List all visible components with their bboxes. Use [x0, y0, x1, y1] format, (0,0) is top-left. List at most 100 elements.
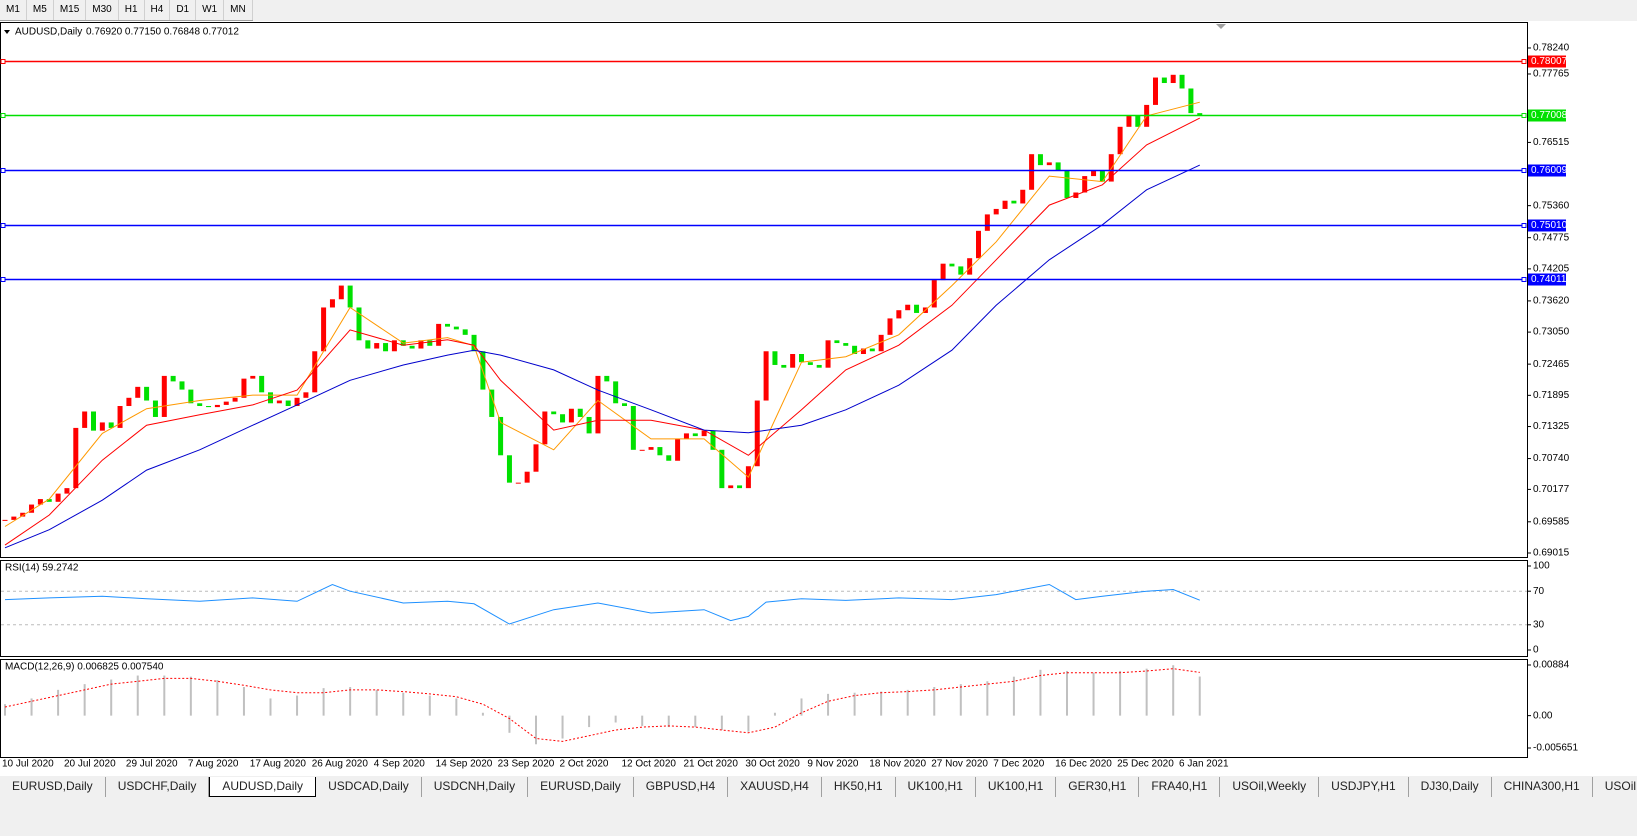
candle	[976, 230, 981, 259]
macd-bar	[508, 715, 511, 733]
level-handle	[1521, 113, 1527, 118]
candle	[896, 310, 902, 319]
candle	[807, 362, 813, 365]
chart-tab[interactable]: HK50,H1	[821, 777, 896, 797]
y-tick-label: 0.78240	[1533, 43, 1570, 54]
timeframe-button[interactable]: H4	[145, 0, 171, 20]
candle	[46, 499, 52, 502]
macd-bar	[269, 698, 272, 716]
y-tick-label: 0.70740	[1533, 453, 1570, 464]
chart-tab[interactable]: GER30,H1	[1056, 777, 1140, 797]
candle	[772, 351, 778, 365]
rsi-panel	[0, 560, 1528, 657]
macd-bar	[1012, 676, 1015, 716]
x-tick-label: 26 Aug 2020	[312, 759, 369, 770]
chart-tab[interactable]: USDCAD,Daily	[316, 777, 422, 797]
macd-bar	[747, 715, 750, 732]
chart-tab[interactable]: USOil,	[1592, 777, 1637, 797]
macd-bar	[189, 676, 192, 716]
level-handle	[1521, 223, 1527, 228]
candle	[462, 329, 468, 335]
candle	[135, 386, 141, 398]
candle	[391, 340, 397, 352]
candle	[214, 404, 220, 408]
candle	[949, 263, 955, 267]
chart-tab[interactable]: EURUSD,Daily	[528, 777, 634, 797]
candle	[604, 375, 610, 382]
candle	[692, 433, 698, 437]
candle	[383, 343, 389, 352]
candle	[719, 449, 725, 489]
candle	[914, 304, 920, 313]
x-tick-label: 30 Oct 2020	[745, 759, 800, 770]
candle	[329, 299, 335, 308]
macd-bar	[322, 688, 325, 716]
candle	[223, 401, 229, 405]
candle	[905, 304, 911, 311]
macd-bar	[588, 715, 591, 728]
candle	[126, 397, 132, 407]
macd-bar	[83, 684, 86, 716]
chart-tab[interactable]: FRA40,H1	[1139, 777, 1221, 797]
timeframe-button[interactable]: H1	[119, 0, 145, 20]
chart-window: 0.78240 0.77765 0.76515 0.75360 0.74775 0.742…	[0, 21, 1637, 776]
candle	[1037, 154, 1043, 166]
candle	[498, 416, 504, 456]
chart-tab[interactable]: DJ30,Daily	[1408, 777, 1492, 797]
x-tick-label: 6 Jan 2021	[1179, 759, 1229, 770]
y-tick-label: 0.74775	[1533, 232, 1570, 243]
candle	[1046, 162, 1052, 166]
candle	[152, 400, 158, 417]
chart-tab[interactable]: UK100,H1	[895, 777, 976, 797]
chart-tab[interactable]: UK100,H1	[975, 777, 1057, 797]
y-tick-label: 0.77765	[1533, 69, 1570, 80]
symbol-menu-arrow[interactable]	[4, 30, 10, 34]
candle	[20, 512, 26, 517]
candle	[2, 519, 8, 521]
candle	[622, 403, 627, 407]
timeframe-button[interactable]: M30	[86, 0, 119, 20]
macd-bar	[906, 689, 909, 716]
timeframe-button[interactable]: MN	[224, 0, 253, 20]
chart-tabs: EURUSD,Daily USDCHF,Daily AUDUSD,Daily USDC…	[0, 777, 1637, 797]
candle	[1011, 200, 1017, 204]
chart-tab[interactable]: XAUUSD,H4	[728, 777, 822, 797]
candle	[82, 411, 88, 428]
candle	[1179, 74, 1185, 89]
timeframe-button[interactable]: M1	[0, 0, 27, 20]
candle	[232, 397, 238, 402]
chart-tab[interactable]: GBPUSD,H4	[633, 777, 729, 797]
x-tick-label: 17 Aug 2020	[250, 759, 307, 770]
candle	[737, 485, 743, 489]
x-tick-label: 14 Sep 2020	[436, 759, 493, 770]
candle	[1055, 162, 1061, 171]
candle	[29, 504, 35, 513]
timeframe-button[interactable]: W1	[196, 0, 225, 20]
rsi-line	[4, 583, 1200, 625]
y-tick-label: 0	[1533, 645, 1539, 656]
chart-tab[interactable]: USDCNH,Daily	[421, 777, 529, 797]
candle	[984, 214, 990, 231]
y-tick-label: 70	[1533, 586, 1545, 597]
chart-tab[interactable]: CHINA300,H1	[1491, 777, 1593, 797]
candle	[834, 340, 840, 344]
candle	[55, 493, 61, 502]
candle	[940, 263, 946, 281]
chart-tab[interactable]: USDJPY,H1	[1319, 777, 1409, 797]
candle	[993, 208, 999, 215]
macd-bar	[694, 715, 697, 728]
chart-tab[interactable]: EURUSD,Daily	[0, 777, 106, 797]
timeframe-button[interactable]: M15	[54, 0, 87, 20]
chart-tab[interactable]: USOil,Weekly	[1220, 777, 1320, 797]
y-tick-label: 0.71895	[1533, 390, 1570, 401]
level-handle	[0, 59, 6, 64]
chart-tab[interactable]: AUDUSD,Daily	[209, 777, 317, 797]
timeframe-button[interactable]: D1	[170, 0, 197, 20]
macd-panel	[0, 659, 1528, 758]
candle	[1197, 113, 1203, 116]
chart-tab[interactable]: USDCHF,Daily	[105, 777, 210, 797]
level-label-box	[1528, 219, 1566, 232]
x-tick-label: 18 Nov 2020	[869, 759, 926, 770]
macd-bar	[853, 692, 856, 716]
timeframe-button[interactable]: M5	[27, 0, 54, 20]
